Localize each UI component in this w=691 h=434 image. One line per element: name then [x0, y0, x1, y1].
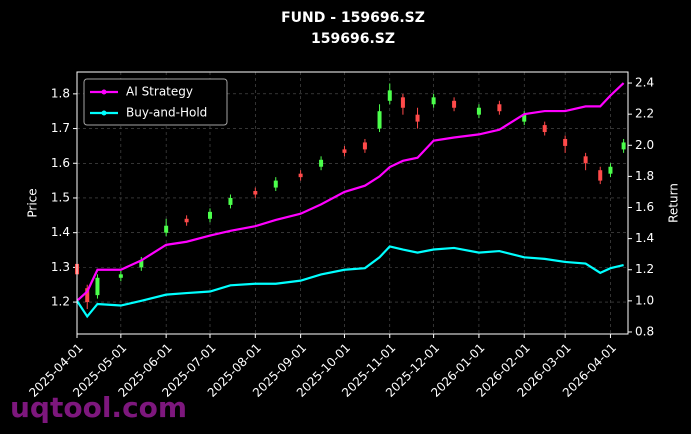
y2-tick-label: 2.0	[635, 138, 654, 152]
series-line	[76, 82, 625, 302]
candle-body	[608, 166, 613, 174]
candle-body	[387, 90, 392, 101]
y-axis-label: Price	[26, 188, 40, 217]
candle-body	[342, 149, 347, 153]
candle-body	[621, 142, 626, 150]
candle-body	[583, 156, 588, 164]
chart-title: FUND - 159696.SZ	[281, 10, 425, 26]
series-line	[76, 245, 624, 319]
candle-body	[208, 211, 212, 219]
candle-body	[118, 274, 123, 278]
legend-label: Buy-and-Hold	[126, 106, 207, 120]
y-tick-label: 1.2	[51, 295, 70, 309]
candle-body	[298, 173, 303, 178]
y2-axis-label: Return	[667, 183, 681, 223]
y2-tick-label: 1.6	[635, 200, 654, 214]
y2-tick-label: 2.2	[635, 107, 654, 121]
candle-body	[164, 225, 169, 233]
candle-body	[563, 138, 568, 146]
candle-body	[522, 114, 527, 122]
candle-body	[377, 111, 382, 129]
legend-label: AI Strategy	[126, 85, 193, 99]
legend: AI Strategy Buy-and-Hold	[83, 78, 228, 126]
y-tick-label: 1.3	[51, 260, 70, 274]
candle-body	[542, 125, 547, 133]
legend-marker	[101, 89, 107, 95]
candle-body	[598, 170, 603, 181]
candle-body	[319, 159, 324, 167]
chart-subtitle: 159696.SZ	[311, 31, 395, 47]
candle-body	[228, 197, 233, 205]
candle-body	[253, 191, 258, 195]
y2-tick-label: 1.2	[635, 262, 654, 276]
candle-body	[452, 100, 457, 108]
candle-body	[273, 180, 278, 188]
y2-tick-label: 1.0	[635, 293, 654, 307]
candle-body	[476, 107, 481, 115]
y2-tick-label: 1.8	[635, 169, 654, 183]
candle-body	[362, 142, 367, 150]
candle-body	[184, 218, 189, 223]
y-tick-label: 1.7	[51, 121, 70, 135]
candle-body	[139, 260, 144, 268]
y-tick-label: 1.8	[51, 86, 70, 100]
candle-body	[95, 277, 100, 296]
candle-body	[400, 97, 405, 108]
candle-body	[415, 114, 420, 122]
y-tick-label: 1.4	[51, 225, 70, 239]
candle-body	[85, 288, 90, 303]
y2-tick-label: 0.8	[635, 324, 654, 338]
legend-box	[83, 78, 228, 126]
candle-body	[497, 104, 502, 112]
y2-tick-label: 2.4	[635, 76, 654, 90]
candle-body	[431, 97, 436, 105]
y2-tick-label: 1.4	[635, 231, 654, 245]
y-tick-label: 1.5	[51, 190, 70, 204]
legend-marker	[101, 110, 107, 116]
watermark: uqtool.com	[10, 391, 187, 424]
y-tick-label: 1.6	[51, 156, 70, 170]
plot-frame	[76, 71, 629, 335]
